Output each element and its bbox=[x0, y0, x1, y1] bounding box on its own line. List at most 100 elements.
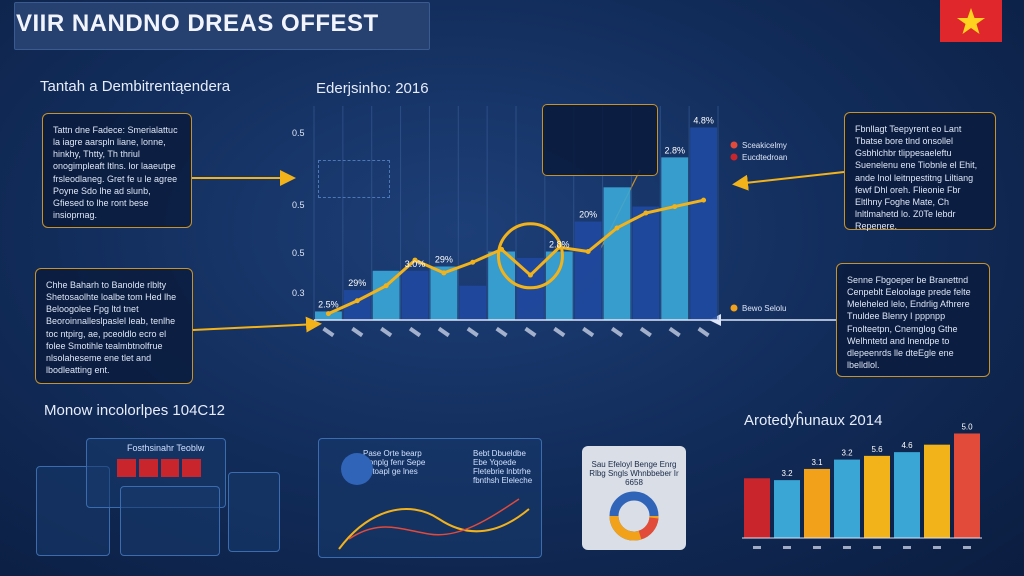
line-point bbox=[672, 204, 678, 210]
bottom-left-heading: Monow incolorlpes 104C12 bbox=[44, 402, 225, 419]
data-label: 5.6 bbox=[871, 445, 883, 454]
line-point bbox=[585, 249, 591, 255]
line-point bbox=[354, 298, 360, 304]
flow-panel-4 bbox=[228, 472, 280, 552]
data-label: 29% bbox=[435, 255, 453, 265]
legend-label: Bewo Selolu bbox=[742, 304, 786, 313]
ytick-label: 0.5 bbox=[292, 248, 305, 258]
line-point bbox=[470, 259, 476, 265]
x-tick-label bbox=[843, 546, 851, 549]
x-tick-label bbox=[408, 326, 422, 338]
data-label: 3.1 bbox=[811, 458, 823, 467]
line-point bbox=[614, 225, 620, 231]
legend-label: Eucdtedroan bbox=[742, 153, 787, 162]
legend-marker bbox=[730, 304, 738, 312]
bar bbox=[488, 251, 515, 320]
legend-marker bbox=[730, 153, 738, 161]
data-label: 20% bbox=[579, 210, 597, 220]
line-point bbox=[441, 270, 447, 276]
x-tick-label bbox=[524, 326, 537, 338]
donut-text: Sau Efeloyl Benge Enrg Rlbg Sngls Whnbbe… bbox=[589, 460, 679, 487]
page-title: VIIR NANDNO DREAS OFFEST bbox=[16, 10, 379, 37]
bottom-right-bar-chart: 3.2 3.1 3.2 5.6 4.6 5.0 bbox=[742, 422, 982, 549]
x-tick-label bbox=[582, 326, 595, 338]
map-text-2: Bebt Dbueldbe Ebe Yqoede Fletebrie lnbtr… bbox=[473, 449, 533, 485]
line-point bbox=[412, 257, 418, 263]
data-label: 2.8% bbox=[664, 145, 685, 155]
note-mid-right: Senne Fbgoeper be Branettnd Cenpeblt Eel… bbox=[836, 263, 990, 377]
ytick-label: 0.5 bbox=[292, 128, 305, 138]
data-label: 4.8% bbox=[693, 115, 714, 125]
legend-label: Sceakicelmy bbox=[742, 141, 787, 150]
x-tick-label bbox=[380, 326, 393, 338]
x-tick-label bbox=[495, 326, 508, 338]
bar bbox=[574, 221, 602, 320]
data-label: 2.5% bbox=[318, 299, 339, 309]
ytick-label: 0.3 bbox=[292, 288, 305, 298]
arrow-mid-left bbox=[192, 316, 322, 333]
x-tick-label bbox=[813, 546, 821, 549]
data-label: 5.0 bbox=[961, 422, 973, 431]
x-tick-label bbox=[351, 326, 364, 338]
bar bbox=[924, 444, 950, 538]
flow-squares bbox=[117, 459, 201, 477]
data-label: 3.2 bbox=[841, 449, 853, 458]
x-tick-label bbox=[639, 326, 652, 338]
flow-label: Fosthsinahr Teoblw bbox=[127, 443, 205, 453]
main-chart-callout bbox=[542, 104, 658, 176]
donut-chart-icon bbox=[609, 491, 659, 541]
bar bbox=[954, 433, 980, 538]
x-tick-label bbox=[903, 546, 911, 549]
bar bbox=[661, 157, 689, 320]
highlight-circle bbox=[496, 222, 564, 290]
star-icon bbox=[957, 8, 985, 34]
x-tick-label bbox=[322, 326, 335, 338]
x-tick-label bbox=[668, 326, 681, 338]
main-bar-line-chart: 0.5 0.5 0.5 0.3 2.5% 29% 3.0% 29% 2.8% 20% 2.8% 4.8… bbox=[292, 106, 787, 338]
bar bbox=[632, 206, 660, 320]
flag-icon bbox=[940, 0, 1002, 42]
data-label: 3.2 bbox=[781, 469, 793, 478]
data-label: 2.8% bbox=[549, 240, 570, 250]
x-tick-label bbox=[697, 326, 710, 338]
bar bbox=[603, 187, 631, 320]
map-panel: Pase Orte bearp Nonplg fenr Sepe Tptoapl… bbox=[318, 438, 542, 558]
note-top-right: Fbnllagt Teepyrent eo Lant Tbatse bore t… bbox=[844, 112, 996, 231]
title-banner bbox=[14, 2, 430, 50]
bar bbox=[864, 455, 890, 538]
arrow-top-right bbox=[732, 171, 845, 191]
bar bbox=[744, 478, 770, 538]
x-tick-label bbox=[466, 326, 479, 338]
bar bbox=[459, 285, 487, 320]
bar bbox=[774, 480, 800, 538]
legend-marker bbox=[730, 141, 738, 149]
line-point bbox=[527, 272, 533, 278]
trend-line bbox=[327, 198, 704, 315]
chart-heading: Ederjsinho: 2016 bbox=[316, 80, 429, 97]
data-label: 4.6 bbox=[901, 441, 913, 450]
bar bbox=[804, 468, 830, 538]
x-tick-label bbox=[783, 546, 791, 549]
x-tick-label bbox=[610, 326, 624, 338]
note-top-left: Tattn dne Fadece: Smerialattuc la iagre … bbox=[42, 113, 192, 228]
bar bbox=[401, 270, 429, 320]
x-tick-label bbox=[553, 326, 566, 338]
left-heading: Tantah a Dembitrentąendera bbox=[40, 78, 231, 95]
data-label: 29% bbox=[348, 278, 366, 288]
line-point bbox=[643, 210, 649, 216]
small-label-cluster bbox=[318, 160, 390, 198]
bar bbox=[834, 459, 860, 538]
bar bbox=[545, 251, 573, 320]
bar bbox=[894, 452, 920, 538]
note-mid-left: Chhe Baharh to Banolde rlblty Shetosaolh… bbox=[35, 268, 193, 384]
line-point bbox=[383, 283, 389, 289]
bar bbox=[690, 127, 717, 321]
data-label: 3.0% bbox=[405, 259, 426, 269]
x-tick-label bbox=[437, 326, 450, 338]
flow-panel-3 bbox=[120, 486, 220, 556]
map-text: Pase Orte bearp Nonplg fenr Sepe Tptoapl… bbox=[363, 449, 426, 476]
x-tick-label bbox=[963, 546, 971, 549]
line-point bbox=[701, 197, 707, 203]
x-tick-label bbox=[873, 546, 881, 549]
